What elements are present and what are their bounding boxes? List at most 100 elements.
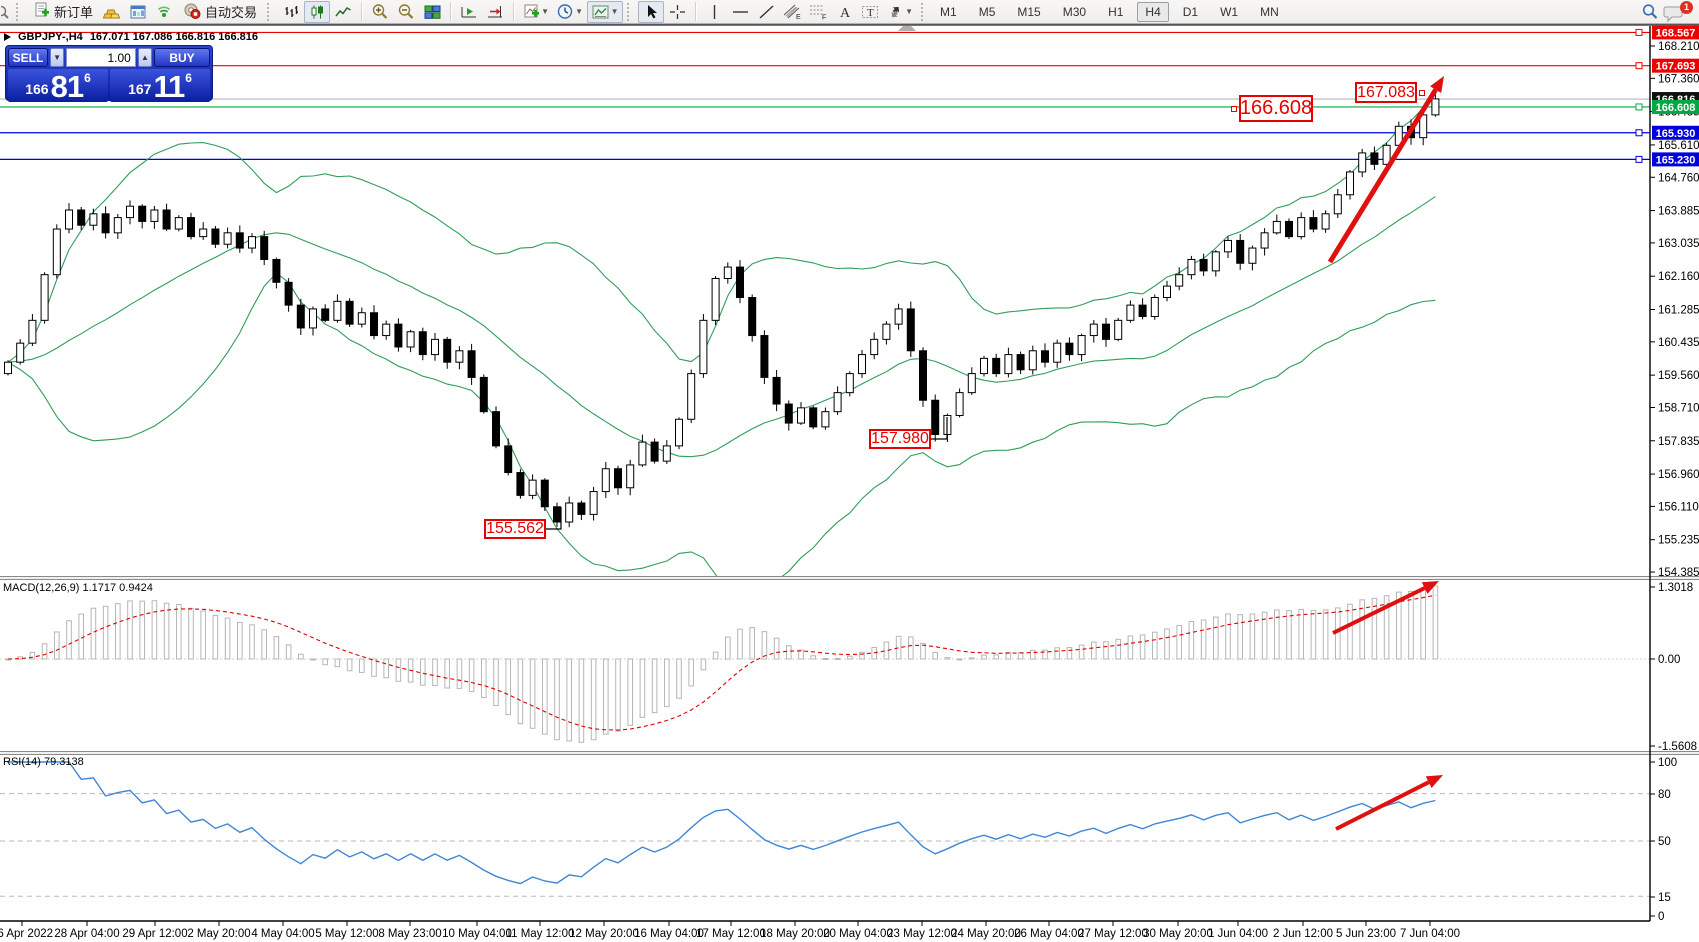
candle [882, 323, 891, 340]
annotation-connector [546, 507, 562, 530]
price-tick-label: 154.385 [1658, 567, 1699, 579]
bollinger-upper [7, 92, 1436, 363]
candle [1248, 247, 1257, 264]
zoom-out-icon[interactable] [393, 1, 419, 23]
level-marker[interactable] [1635, 62, 1643, 70]
time-tick-label: 7 Jun 04:00 [1400, 928, 1460, 940]
toolbar-grip[interactable] [16, 2, 23, 21]
candle [199, 228, 208, 238]
buy-button[interactable]: BUY [154, 48, 210, 67]
toolbar-grip[interactable] [627, 2, 634, 21]
gold-icon[interactable] [99, 1, 125, 23]
rsi-scale-label: 80 [1658, 789, 1671, 801]
trend-arrow[interactable] [1332, 581, 1439, 635]
level-marker[interactable] [1635, 155, 1643, 163]
time-tick-label: 1 Jun 04:00 [1208, 928, 1268, 940]
text-label-icon[interactable]: T [857, 1, 883, 23]
crosshair-icon[interactable] [664, 1, 690, 23]
price-tick-label: 159.560 [1658, 370, 1699, 382]
bar-chart-icon[interactable] [278, 1, 304, 23]
market-window-icon[interactable] [125, 1, 151, 23]
candle [760, 335, 769, 378]
price-annotation[interactable]: 155.562 [484, 519, 546, 539]
text-icon[interactable]: A [831, 1, 857, 23]
price-annotation[interactable]: 166.608 [1239, 95, 1313, 122]
candle [516, 472, 525, 496]
fibonacci-icon[interactable]: F [805, 1, 831, 23]
macd-scale-label: 0.00 [1658, 654, 1680, 666]
candle [89, 213, 98, 226]
arrows-icon [891, 6, 900, 17]
signal-icon[interactable] [151, 1, 177, 23]
candle [577, 502, 586, 515]
pane-splitter[interactable] [0, 751, 1699, 755]
candlestick-series[interactable] [4, 93, 1440, 528]
macd-label: MACD(12,26,9) 1.1717 0.9424 [3, 582, 153, 594]
main-toolbar: 新订单 自动交易 [0, 0, 1699, 24]
toolbar-grip[interactable] [267, 2, 274, 21]
price-badge-label: 168.567 [1656, 27, 1696, 39]
templates-button[interactable]: ▼ [587, 0, 624, 23]
level-marker[interactable] [1635, 103, 1643, 111]
candle [1382, 144, 1391, 165]
level-marker[interactable] [1635, 28, 1643, 36]
search-icon[interactable] [1637, 1, 1663, 23]
sell-price-display[interactable]: 166 81 6 [8, 69, 108, 102]
chart-autoscroll-icon[interactable] [482, 1, 508, 23]
price-annotation[interactable]: 167.083 [1355, 82, 1417, 103]
timeframe-d1[interactable]: D1 [1182, 4, 1199, 19]
arrows-button[interactable]: ▼ [883, 1, 917, 23]
periods-button[interactable]: ▼ [553, 1, 587, 23]
timeframe-m15[interactable]: M15 [1017, 4, 1041, 19]
volume-increase-button[interactable]: ▲ [137, 48, 152, 67]
timeframe-m5[interactable]: M5 [978, 4, 996, 19]
equidistant-channel-icon[interactable]: E [779, 1, 805, 23]
timeframe-h4[interactable]: H4 [1137, 1, 1169, 22]
buy-price-display[interactable]: 167 11 6 [110, 69, 210, 102]
timeframe-mn[interactable]: MN [1260, 4, 1279, 19]
trendline-icon[interactable] [753, 1, 779, 23]
candle [931, 399, 940, 435]
chat-button[interactable]: 1 [1663, 0, 1693, 23]
time-tick-label: 10 May 04:00 [442, 928, 512, 940]
level-marker[interactable] [1635, 129, 1643, 137]
vertical-line-icon[interactable] [701, 1, 727, 23]
timeframe-h1[interactable]: H1 [1108, 4, 1124, 19]
horizontal-line-icon[interactable] [727, 1, 753, 23]
price-annotation[interactable]: 157.980 [869, 429, 931, 449]
pane-splitter[interactable] [0, 576, 1699, 580]
cursor-icon[interactable] [638, 0, 665, 23]
svg-text:T: T [867, 7, 874, 19]
annotation-handle[interactable] [1419, 89, 1425, 96]
candle [1272, 220, 1281, 234]
candle [650, 441, 659, 462]
annotation-handle[interactable] [1231, 105, 1237, 112]
candlestick-chart-icon[interactable] [304, 0, 331, 23]
trend-arrow[interactable] [1335, 775, 1443, 831]
indicators-button[interactable]: ▼ [519, 1, 553, 23]
clipped-tool-icon[interactable] [0, 1, 12, 23]
candle [370, 312, 378, 337]
zoom-in-icon[interactable] [367, 1, 393, 23]
toolbar-grip[interactable] [921, 2, 928, 21]
timeframe-m30[interactable]: M30 [1062, 4, 1087, 19]
scrollbar-thumb[interactable] [898, 26, 916, 31]
chevron-down-icon: ▼ [905, 7, 913, 16]
candle [333, 300, 342, 321]
volume-input[interactable]: 1.00 [66, 48, 136, 67]
sell-button[interactable]: SELL [8, 48, 48, 67]
trend-arrow[interactable] [1327, 76, 1444, 264]
tile-windows-icon[interactable] [419, 1, 445, 23]
candle [28, 319, 37, 344]
auto-trading-button[interactable]: 自动交易 [177, 1, 263, 23]
candle [296, 304, 305, 329]
timeframe-w1[interactable]: W1 [1220, 4, 1239, 19]
chart-shift-icon[interactable] [456, 1, 482, 23]
new-order-button[interactable]: 新订单 [27, 1, 99, 23]
timeframe-m1[interactable]: M1 [940, 4, 957, 19]
line-chart-icon[interactable] [330, 1, 356, 23]
price-tick-label: 161.285 [1658, 304, 1699, 316]
candle [980, 357, 988, 375]
volume-decrease-button[interactable]: ▼ [50, 48, 65, 67]
